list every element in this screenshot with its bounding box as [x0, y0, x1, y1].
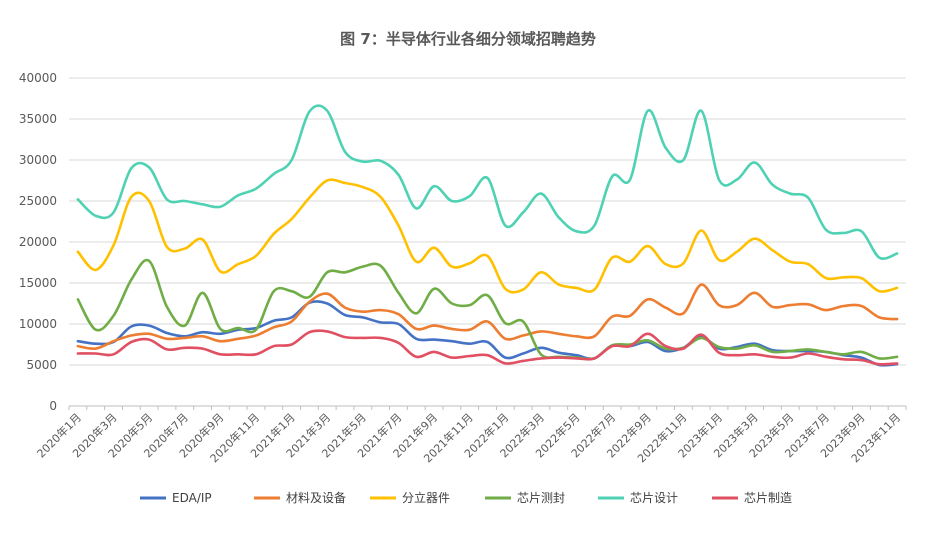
legend-label-4: 芯片设计 [630, 491, 678, 505]
series-line-0 [76, 300, 899, 367]
y-tick-label: 25000 [19, 194, 57, 208]
legend-label-5: 芯片制造 [744, 491, 792, 505]
legend-label-1: 材料及设备 [286, 491, 346, 505]
y-tick-label: 30000 [19, 153, 57, 167]
y-tick-label: 35000 [19, 112, 57, 126]
x-axis: 2020年1月2020年3月2020年5月2020年7月2020年9月2020年… [34, 406, 907, 465]
gridlines [69, 77, 906, 407]
y-axis: 0 5000 10000 15000 20000 25000 30000 35000 40000 [19, 71, 57, 413]
y-tick-label: 15000 [19, 276, 57, 290]
series-line-1 [76, 283, 899, 351]
y-tick-label: 5000 [26, 358, 57, 372]
legend: EDA/IP 材料及设备 分立器件 芯片测封 芯片设计 芯片制造 [140, 490, 792, 505]
legend-label-2: 分立器件 [402, 490, 450, 505]
y-tick-label: 40000 [19, 71, 57, 85]
series-line-4 [76, 104, 899, 260]
chart-title: 图 7：半导体行业各细分领域招聘趋势 [340, 30, 596, 48]
y-tick-label: 10000 [19, 317, 57, 331]
series-group [76, 104, 899, 367]
y-tick-label: 0 [49, 399, 57, 413]
legend-label-0: EDA/IP [172, 491, 212, 505]
series-line-2 [76, 178, 899, 294]
series-line-3 [76, 258, 899, 361]
series-line-5 [76, 329, 899, 366]
y-tick-label: 20000 [19, 235, 57, 249]
legend-label-3: 芯片测封 [517, 491, 565, 505]
